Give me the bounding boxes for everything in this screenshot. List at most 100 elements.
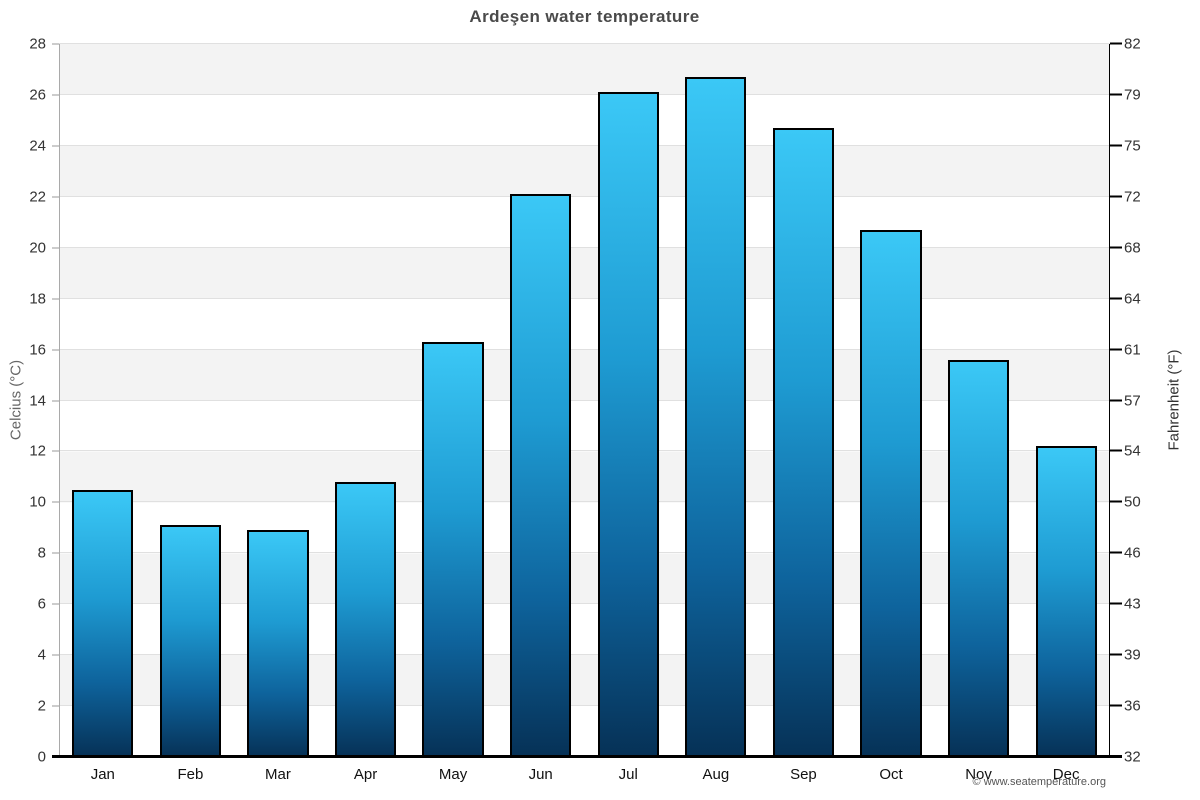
gridline-12 bbox=[59, 450, 1110, 452]
chart-title: Ardeşen water temperature bbox=[469, 7, 700, 26]
bar-feb bbox=[159, 525, 222, 757]
fahrenheit-tickmark-79 bbox=[1110, 93, 1122, 96]
celsius-tickmark-10 bbox=[52, 501, 59, 503]
fahrenheit-tickmark-43 bbox=[1110, 602, 1122, 605]
celsius-tick-24: 24 bbox=[29, 137, 46, 155]
x-axis-line bbox=[52, 755, 1122, 758]
fahrenheit-tickmark-82 bbox=[1110, 42, 1122, 45]
fahrenheit-tick-57: 57 bbox=[1124, 392, 1141, 409]
bar-slot-dec bbox=[1022, 44, 1110, 757]
fahrenheit-tickmark-50 bbox=[1110, 500, 1122, 503]
x-axis-label-nov: Nov bbox=[965, 766, 992, 783]
gridline-8 bbox=[59, 552, 1110, 554]
bar-slot-jul bbox=[584, 44, 672, 757]
x-axis-label-jul: Jul bbox=[618, 766, 638, 783]
celsius-tickmark-20 bbox=[52, 247, 59, 249]
fahrenheit-tickmark-36 bbox=[1110, 704, 1122, 707]
bar-may bbox=[422, 341, 484, 757]
plot-area bbox=[59, 43, 1110, 757]
celsius-tickmark-28 bbox=[52, 43, 59, 45]
bar-slot-mar bbox=[234, 44, 322, 757]
fahrenheit-tick-72: 72 bbox=[1124, 188, 1141, 206]
gridline-24 bbox=[59, 144, 1110, 146]
celsius-tick-labels: 0 2 4 6 8 10 12 14 16 18 20 22 24 26 28 bbox=[0, 36, 59, 766]
bar-slot-feb bbox=[147, 44, 235, 757]
celsius-tick-16: 16 bbox=[29, 341, 46, 359]
celsius-tickmark-16 bbox=[52, 349, 59, 351]
celsius-tick-6: 6 bbox=[37, 595, 46, 613]
bar-nov bbox=[947, 359, 1010, 757]
celsius-tickmark-24 bbox=[52, 145, 59, 147]
bar-sep bbox=[772, 128, 835, 757]
fahrenheit-tick-82: 82 bbox=[1124, 35, 1141, 53]
x-axis-label-may: May bbox=[438, 766, 468, 783]
fahrenheit-tick-54: 54 bbox=[1124, 442, 1141, 460]
celsius-tick-0: 0 bbox=[37, 748, 46, 766]
fahrenheit-tick-labels: 32 36 39 43 46 50 54 57 61 64 68 72 75 79 82 bbox=[1110, 36, 1200, 766]
celsius-tick-12: 12 bbox=[29, 442, 46, 460]
bar-slot-nov bbox=[935, 44, 1023, 757]
gridline-16 bbox=[59, 348, 1110, 350]
bar-jun bbox=[510, 194, 572, 757]
celsius-tick-4: 4 bbox=[37, 646, 46, 664]
gridline-22 bbox=[59, 195, 1110, 197]
fahrenheit-tickmark-54 bbox=[1110, 449, 1122, 452]
celsius-tickmark-6 bbox=[52, 603, 59, 605]
celsius-tickmark-14 bbox=[52, 400, 59, 401]
x-axis-label-apr: Apr bbox=[353, 766, 378, 783]
gridline-28 bbox=[59, 43, 1110, 44]
month-axis: Jan Feb Mar Apr May Jun Jul Aug Sep Oct Nov Dec bbox=[59, 760, 1110, 788]
bar-slot-aug bbox=[672, 44, 760, 757]
celsius-tick-10: 10 bbox=[29, 493, 46, 511]
gridline-6 bbox=[59, 603, 1110, 605]
bar-oct bbox=[860, 229, 922, 757]
fahrenheit-tickmark-57 bbox=[1110, 399, 1122, 401]
celsius-tick-28: 28 bbox=[29, 35, 46, 53]
bar-slot-apr bbox=[322, 44, 410, 757]
copyright-text: © www.seatemperature.org bbox=[972, 776, 1106, 788]
x-axis-label-aug: Aug bbox=[702, 766, 730, 783]
bar-jul bbox=[597, 92, 659, 757]
gridline-4 bbox=[59, 654, 1110, 656]
bar-jan bbox=[72, 489, 134, 757]
fahrenheit-tickmark-68 bbox=[1110, 246, 1122, 249]
gridline-2 bbox=[59, 705, 1110, 707]
celsius-tick-18: 18 bbox=[29, 290, 46, 308]
celsius-tickmark-12 bbox=[52, 450, 59, 452]
fahrenheit-tickmark-72 bbox=[1110, 195, 1122, 198]
celsius-tick-14: 14 bbox=[29, 392, 46, 409]
x-axis-label-mar: Mar bbox=[265, 766, 291, 783]
bar-aug bbox=[685, 77, 747, 757]
x-axis-label-sep: Sep bbox=[790, 766, 817, 783]
fahrenheit-tick-36: 36 bbox=[1124, 697, 1141, 715]
fahrenheit-tick-68: 68 bbox=[1124, 239, 1141, 257]
celsius-tickmark-2 bbox=[52, 705, 59, 707]
fahrenheit-tick-39: 39 bbox=[1124, 646, 1141, 664]
x-axis-label-dec: Dec bbox=[1052, 766, 1080, 783]
fahrenheit-tickmark-75 bbox=[1110, 144, 1122, 147]
bar-slot-jun bbox=[497, 44, 585, 757]
x-axis-label-jan: Jan bbox=[90, 766, 115, 783]
x-axis-label-jun: Jun bbox=[528, 766, 553, 783]
gridline-20 bbox=[59, 246, 1110, 248]
celsius-tick-26: 26 bbox=[29, 86, 46, 104]
gridline-26 bbox=[59, 93, 1110, 95]
celsius-tick-22: 22 bbox=[29, 188, 46, 206]
bar-mar bbox=[247, 530, 309, 757]
fahrenheit-tick-46: 46 bbox=[1124, 544, 1141, 562]
fahrenheit-tick-79: 79 bbox=[1124, 86, 1141, 104]
fahrenheit-tickmark-46 bbox=[1110, 551, 1122, 554]
celsius-tickmark-22 bbox=[52, 196, 59, 198]
celsius-tickmark-4 bbox=[52, 654, 59, 656]
gridline-18 bbox=[59, 297, 1110, 299]
bar-slot-may bbox=[409, 44, 497, 757]
x-axis-label-feb: Feb bbox=[177, 766, 204, 783]
celsius-tick-8: 8 bbox=[37, 544, 46, 562]
bar-slot-sep bbox=[760, 44, 848, 757]
bar-series bbox=[59, 44, 1110, 757]
left-axis-line bbox=[59, 44, 60, 757]
fahrenheit-tick-50: 50 bbox=[1124, 493, 1141, 511]
celsius-tickmark-26 bbox=[52, 94, 59, 96]
celsius-tick-20: 20 bbox=[29, 239, 46, 257]
